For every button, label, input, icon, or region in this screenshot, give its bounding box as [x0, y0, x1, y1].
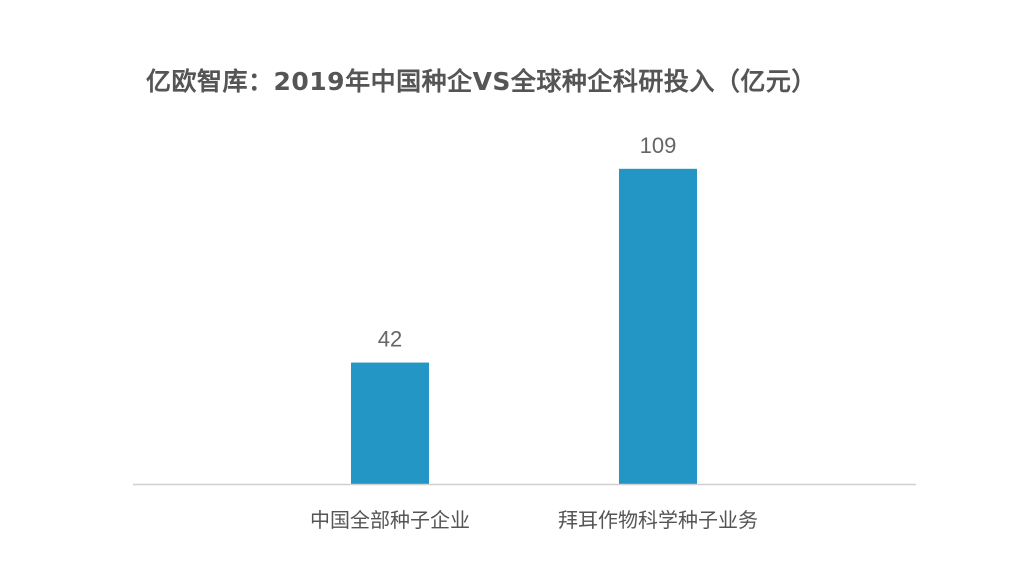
- data-label-2: 109: [640, 133, 677, 158]
- chart-title: 亿欧智库：2019年中国种企VS全球种企科研投入（亿元）: [146, 67, 817, 96]
- category-label-1: 中国全部种子企业: [310, 508, 470, 532]
- bar-2: [619, 168, 697, 484]
- data-label-1: 42: [378, 327, 402, 352]
- category-label-2: 拜耳作物科学种子业务: [558, 508, 758, 532]
- bar-1: [351, 362, 429, 484]
